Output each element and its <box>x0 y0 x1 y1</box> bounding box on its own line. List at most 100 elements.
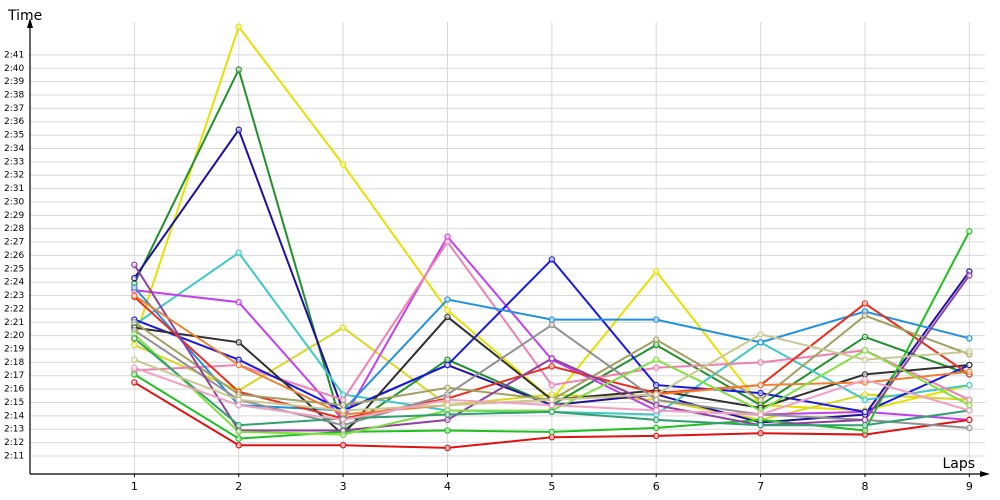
point <box>339 161 347 168</box>
point <box>444 416 451 424</box>
y-tick-label: 2:26 <box>4 251 24 261</box>
point <box>444 361 451 369</box>
point <box>444 296 451 303</box>
y-tick-label: 2:14 <box>4 411 24 421</box>
x-axis-arrow <box>980 471 990 477</box>
point <box>339 407 347 414</box>
point <box>444 427 451 434</box>
point <box>757 430 764 437</box>
point <box>653 316 660 323</box>
point <box>235 391 242 398</box>
point <box>548 428 556 436</box>
point <box>757 381 764 389</box>
point <box>235 23 242 31</box>
point <box>339 416 347 424</box>
y-tick-label: 2:36 <box>4 117 24 127</box>
point <box>861 312 869 319</box>
point <box>966 272 973 279</box>
point <box>235 66 242 73</box>
point <box>757 416 764 424</box>
point <box>235 126 242 133</box>
point <box>757 359 764 366</box>
point <box>548 321 556 329</box>
point <box>653 396 660 404</box>
y-tick-label: 2:11 <box>4 451 24 461</box>
point <box>966 401 973 409</box>
point <box>339 431 347 438</box>
point <box>548 396 556 404</box>
y-tick-label: 2:17 <box>4 371 24 381</box>
point <box>444 391 451 398</box>
point <box>444 233 451 240</box>
point <box>131 292 138 299</box>
point <box>548 391 556 398</box>
y-tick-label: 2:16 <box>4 385 24 395</box>
y-tick-label: 2:30 <box>4 197 24 207</box>
x-tick-label: 4 <box>444 480 451 493</box>
point <box>757 411 764 418</box>
point <box>966 424 973 432</box>
plot-area <box>131 23 973 452</box>
point <box>757 389 764 397</box>
point <box>235 299 242 306</box>
point <box>653 424 660 432</box>
point <box>131 284 138 291</box>
y-tick-label: 2:12 <box>4 438 24 448</box>
point <box>444 444 451 452</box>
point <box>966 407 973 414</box>
point <box>548 256 556 263</box>
y-tick-label: 2:29 <box>4 211 24 221</box>
point <box>653 407 660 414</box>
point <box>444 396 451 404</box>
x-tick-label: 2 <box>235 480 242 493</box>
y-tick-label: 2:39 <box>4 77 24 87</box>
point <box>235 361 242 369</box>
point <box>444 238 451 246</box>
point <box>131 364 138 371</box>
point <box>966 396 973 404</box>
point <box>757 339 764 346</box>
point <box>235 401 242 409</box>
x-tick-label: 5 <box>548 480 555 493</box>
y-tick-label: 2:18 <box>4 358 24 368</box>
point <box>861 347 869 354</box>
y-tick-label: 2:40 <box>4 64 24 74</box>
y-tick-label: 2:35 <box>4 131 24 141</box>
point <box>548 408 556 416</box>
point <box>131 261 138 268</box>
point <box>861 427 869 434</box>
y-axis-title: Time <box>7 8 42 24</box>
point <box>861 371 869 378</box>
point <box>131 356 138 363</box>
point <box>444 401 451 409</box>
point <box>653 364 660 371</box>
point <box>966 348 973 355</box>
point <box>235 435 242 442</box>
point <box>339 401 347 409</box>
y-tick-label: 2:34 <box>4 144 24 154</box>
y-tick-label: 2:31 <box>4 184 24 194</box>
point <box>235 422 242 429</box>
point <box>444 384 451 391</box>
point <box>339 442 347 449</box>
x-tick-label: 8 <box>861 480 868 493</box>
point <box>444 307 451 314</box>
x-tick-label: 3 <box>340 480 347 493</box>
point <box>861 396 869 404</box>
point <box>444 356 451 363</box>
y-tick-label: 2:41 <box>4 50 24 60</box>
point <box>966 416 973 424</box>
point <box>131 371 138 378</box>
y-tick-label: 2:15 <box>4 398 24 408</box>
point <box>653 432 660 440</box>
point <box>966 368 973 375</box>
point <box>548 434 556 441</box>
point <box>861 333 869 341</box>
x-tick-label: 6 <box>653 480 660 493</box>
point <box>966 228 973 235</box>
y-tick-label: 2:22 <box>4 304 24 314</box>
point <box>653 341 660 349</box>
point <box>757 396 764 404</box>
point <box>653 381 660 389</box>
